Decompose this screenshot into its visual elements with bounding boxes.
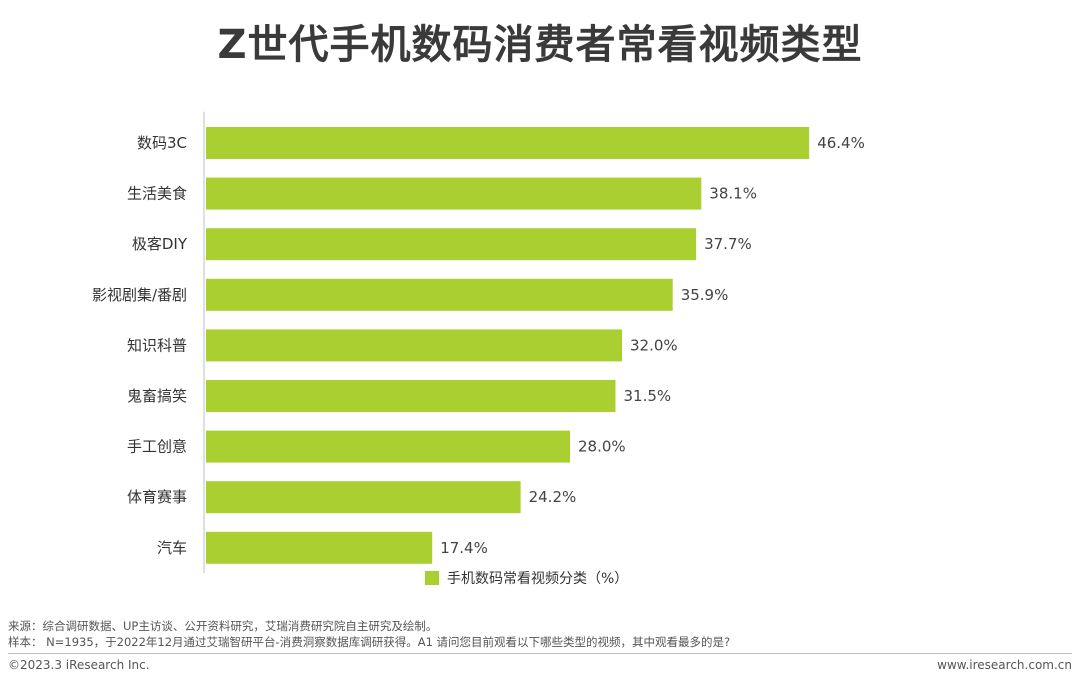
legend-swatch bbox=[425, 571, 439, 585]
value-label: 24.2% bbox=[529, 488, 577, 506]
source-note: 来源：综合调研数据、UP主访谈、公开资料研究，艾瑞消费研究院自主研究及绘制。 bbox=[8, 619, 438, 633]
value-label: 35.9% bbox=[681, 286, 729, 304]
bar bbox=[206, 380, 616, 412]
category-label: 数码3C bbox=[137, 134, 187, 152]
bar bbox=[206, 127, 810, 159]
value-label: 28.0% bbox=[578, 438, 626, 456]
category-label: 知识科普 bbox=[127, 336, 187, 354]
category-label: 极客DIY bbox=[132, 235, 188, 253]
value-label: 31.5% bbox=[624, 387, 672, 405]
bar bbox=[206, 531, 433, 564]
category-label: 生活美食 bbox=[127, 185, 187, 203]
bar bbox=[206, 481, 521, 514]
copyright-text: ©2023.3 iResearch Inc. bbox=[8, 658, 150, 672]
value-label: 46.4% bbox=[817, 134, 865, 152]
bar bbox=[206, 329, 622, 362]
legend-label: 手机数码常看视频分类（%） bbox=[447, 571, 628, 587]
category-label: 鬼畜搞笑 bbox=[127, 387, 187, 405]
category-label: 影视剧集/番剧 bbox=[92, 286, 187, 304]
website-link[interactable]: www.iresearch.com.cn bbox=[937, 658, 1072, 672]
category-label: 体育赛事 bbox=[127, 488, 187, 506]
bar bbox=[206, 228, 697, 261]
bar bbox=[206, 278, 673, 311]
value-label: 38.1% bbox=[709, 185, 757, 203]
bar-chart: 数码3C 46.4% 生活美食 38.1% 极客DIY 37.7% 影视剧集/番剧 35.9%… bbox=[92, 111, 865, 587]
bar bbox=[206, 430, 570, 463]
value-label: 37.7% bbox=[704, 235, 752, 253]
category-label: 手工创意 bbox=[127, 438, 187, 456]
category-label: 汽车 bbox=[157, 539, 187, 557]
value-label: 17.4% bbox=[440, 539, 488, 557]
chart-title: Z世代手机数码消费者常看视频类型 bbox=[217, 22, 863, 68]
sample-note: 样本： N=1935，于2022年12月通过艾瑞智研平台-消费洞察数据库调研获得… bbox=[8, 635, 731, 649]
bar bbox=[206, 177, 702, 210]
value-label: 32.0% bbox=[630, 336, 678, 354]
footer-divider bbox=[8, 653, 1072, 654]
